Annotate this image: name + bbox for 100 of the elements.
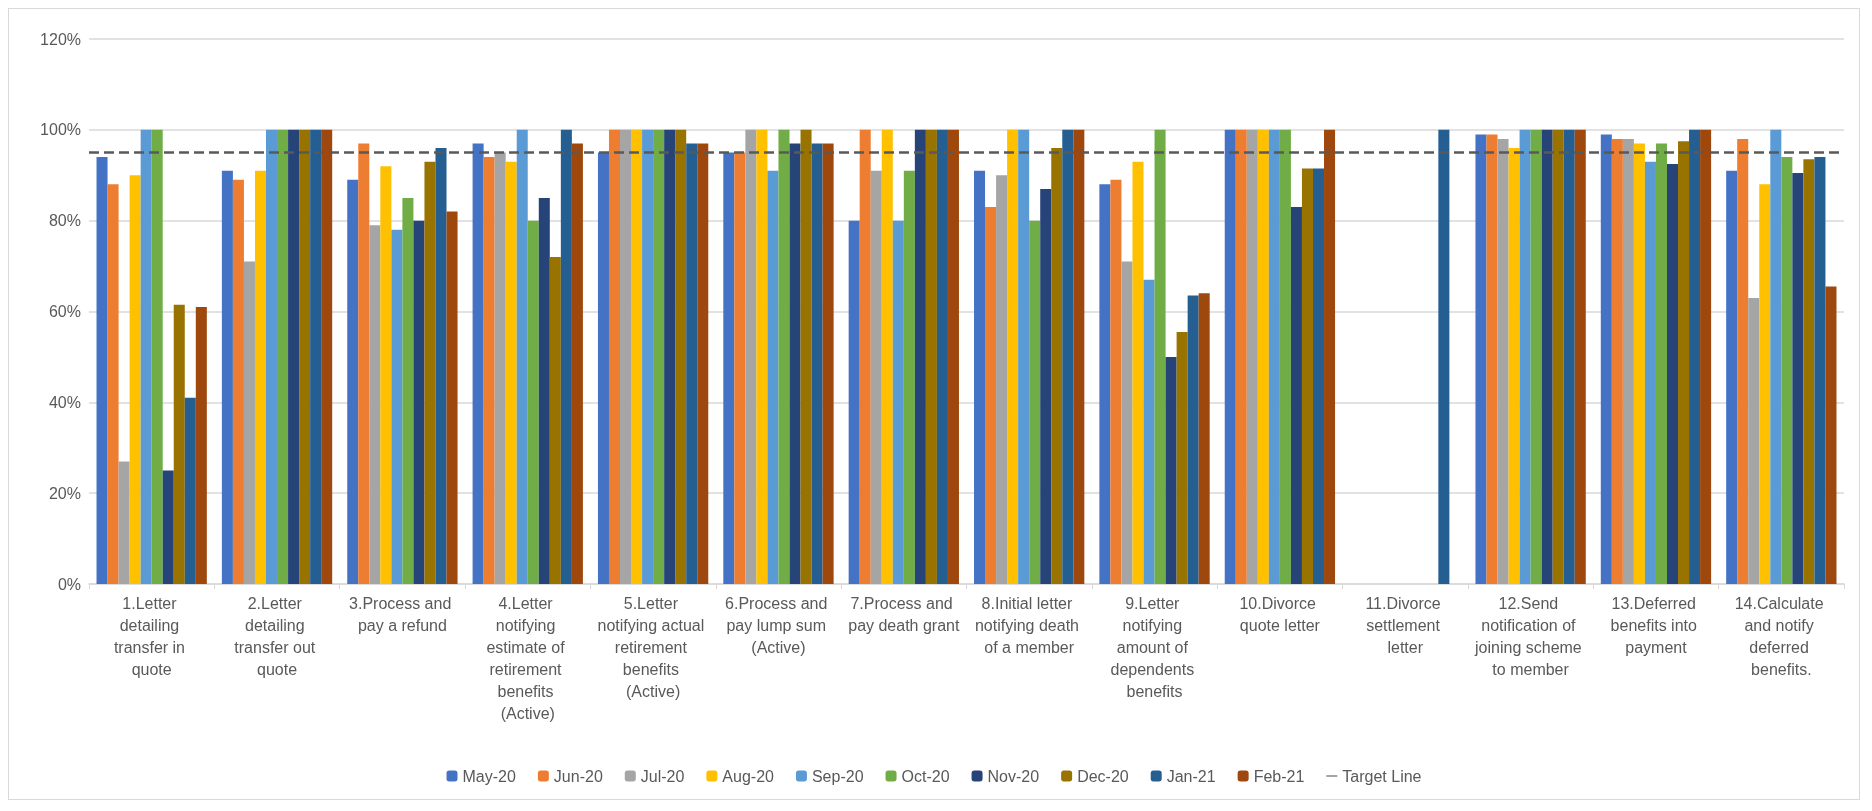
bar xyxy=(664,129,676,584)
bar xyxy=(1279,129,1291,584)
legend-label: Nov-20 xyxy=(987,767,1040,785)
bar xyxy=(723,152,735,584)
bar xyxy=(162,470,174,584)
x-tick-label: 13.Deferred benefits into payment xyxy=(1610,594,1702,656)
bar xyxy=(254,170,266,584)
legend-label: Aug-20 xyxy=(722,767,775,785)
bar xyxy=(1508,148,1520,584)
bar xyxy=(288,129,300,584)
bar xyxy=(653,129,665,584)
bar xyxy=(1176,331,1188,584)
bar xyxy=(1062,129,1074,584)
y-tick-label: 100% xyxy=(40,121,81,139)
bar xyxy=(1737,138,1749,584)
bar xyxy=(1678,141,1690,584)
bar xyxy=(1574,129,1586,584)
bar xyxy=(1519,129,1531,584)
bar xyxy=(151,129,163,584)
bar xyxy=(936,129,948,584)
bar xyxy=(402,197,414,584)
bar xyxy=(1486,134,1498,584)
y-tick-label: 60% xyxy=(48,303,81,320)
bar xyxy=(527,220,539,584)
bar xyxy=(571,143,583,584)
bar xyxy=(789,143,801,584)
bar xyxy=(1748,297,1760,584)
bar xyxy=(745,129,757,584)
bar xyxy=(734,152,746,584)
bar xyxy=(391,229,403,584)
bar xyxy=(1301,168,1313,584)
bar xyxy=(1312,168,1325,584)
bar xyxy=(1290,207,1302,584)
bar xyxy=(560,129,572,584)
bar xyxy=(1611,138,1623,584)
x-tick-label: 7.Process and pay death grant xyxy=(848,594,960,634)
bar xyxy=(974,170,986,584)
bar xyxy=(1667,163,1679,584)
bar xyxy=(914,129,926,584)
x-tick-label: 5.Letter notifying actual retirement benefits (Active) xyxy=(597,594,709,700)
bar xyxy=(369,225,381,584)
x-tick-label: 9.Letter notifying amount of dependents benefits xyxy=(1110,594,1199,700)
bar xyxy=(1110,179,1122,584)
bar xyxy=(1040,188,1052,584)
bar xyxy=(1803,159,1815,584)
bar xyxy=(140,129,152,584)
bar xyxy=(1475,134,1487,584)
bar xyxy=(1018,129,1030,584)
bar xyxy=(675,129,687,584)
bar xyxy=(985,207,997,584)
y-tick-label: 40% xyxy=(48,393,81,411)
bar xyxy=(642,129,654,584)
x-tick-label: 6.Process and pay lump sum (Active) xyxy=(725,594,832,656)
bar xyxy=(756,129,768,584)
x-tick-label: 4.Letter notifying estimate of retirement benefits (Active) xyxy=(486,594,570,722)
bar xyxy=(1541,129,1553,584)
legend-label: Jan-21 xyxy=(1166,767,1216,785)
bar xyxy=(358,143,370,584)
bar xyxy=(549,257,561,584)
x-tick-label: 14.Calculate and notify deferred benefits. xyxy=(1734,594,1829,678)
bar xyxy=(1235,129,1247,584)
legend-label: Jul-20 xyxy=(640,767,685,785)
bar xyxy=(892,220,904,584)
bar xyxy=(1726,170,1738,584)
bar xyxy=(1132,161,1144,584)
bar xyxy=(243,261,255,584)
y-tick-label: 0% xyxy=(57,575,81,593)
bar xyxy=(1600,134,1612,584)
bar xyxy=(1007,129,1019,584)
bar xyxy=(631,129,643,584)
x-tick-label: 8.Initial letter notifying death of a member xyxy=(974,594,1084,656)
x-tick-label: 10.Divorce quote letter xyxy=(1239,594,1321,634)
bar xyxy=(620,129,632,584)
bar xyxy=(310,129,322,584)
bar xyxy=(947,129,959,584)
legend-label: Dec-20 xyxy=(1077,767,1129,785)
bar xyxy=(321,129,333,584)
bar xyxy=(516,129,528,584)
y-tick-label: 120% xyxy=(40,30,81,48)
x-tick-label: 12.Send notification of joining scheme to member xyxy=(1474,594,1587,678)
bar xyxy=(1563,129,1575,584)
bar xyxy=(195,306,207,584)
y-tick-label: 80% xyxy=(48,212,81,230)
bar xyxy=(903,170,915,584)
legend-label: Oct-20 xyxy=(901,767,950,785)
bar xyxy=(697,143,709,584)
bar xyxy=(1029,220,1041,584)
bar xyxy=(778,129,790,584)
bar xyxy=(1257,129,1269,584)
bar xyxy=(1655,143,1667,584)
bar xyxy=(435,148,447,584)
bar xyxy=(1099,184,1111,584)
bar xyxy=(505,161,517,584)
bar xyxy=(221,170,233,584)
bar xyxy=(1268,129,1280,584)
bar xyxy=(1154,129,1166,584)
bar xyxy=(822,143,834,584)
bar xyxy=(173,304,185,584)
bar xyxy=(686,143,698,584)
bar xyxy=(1198,293,1210,584)
